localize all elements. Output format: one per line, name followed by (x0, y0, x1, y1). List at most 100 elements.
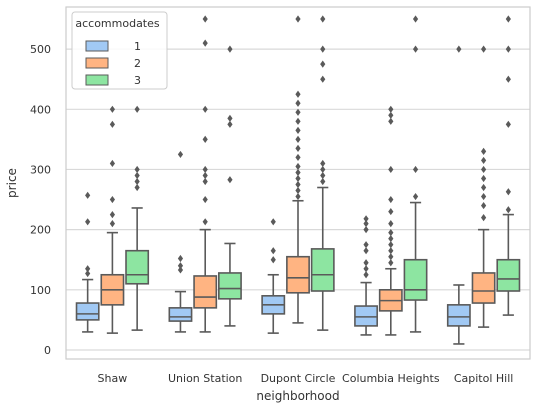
outlier-point (202, 39, 208, 47)
outlier-point (202, 171, 208, 180)
outlier-point (227, 45, 233, 53)
outlier-point (270, 218, 276, 226)
legend-entry-label: 2 (134, 57, 141, 70)
outlier-point (505, 45, 511, 53)
iqr-box (310, 248, 335, 292)
outlier-point (481, 45, 487, 53)
outlier-point (227, 120, 233, 128)
outlier-point (202, 135, 208, 143)
y-tick-label: 0 (44, 344, 51, 357)
y-tick-label: 400 (30, 103, 51, 116)
outlier-point (363, 265, 369, 273)
outlier-point (505, 188, 511, 196)
box (496, 15, 521, 316)
outlier-point (412, 192, 419, 201)
box (261, 218, 286, 334)
outlier-point (295, 117, 301, 125)
outlier-point (388, 105, 394, 113)
x-tick-label: Union Station (168, 372, 242, 385)
outlier-point (295, 168, 301, 177)
outlier-point (481, 192, 487, 201)
outlier-point (177, 262, 184, 270)
outlier-point (481, 156, 487, 165)
y-tick-label: 200 (30, 224, 51, 237)
outlier-point (295, 174, 301, 183)
outlier-point (363, 247, 369, 255)
box (193, 15, 218, 333)
outlier-point (505, 75, 511, 83)
box (471, 45, 496, 328)
series-1 (75, 45, 471, 345)
outlier-point (109, 120, 115, 128)
outlier-point (295, 99, 301, 107)
outlier-point (295, 162, 301, 171)
iqr-box (286, 255, 310, 294)
iqr-box (446, 304, 471, 327)
legend-title: accommodates (75, 17, 160, 30)
outlier-point (202, 218, 208, 226)
iqr-box (75, 302, 100, 321)
outlier-point (85, 265, 91, 273)
x-tick-label: Columbia Heights (342, 372, 440, 385)
y-tick-label: 100 (30, 284, 51, 297)
outlier-point (320, 15, 326, 23)
outlier-point (85, 269, 91, 278)
plot-area (75, 15, 521, 345)
y-tick-labels: 0 100 200 300 400 500 (30, 43, 51, 357)
outlier-point (295, 192, 301, 201)
legend-box (71, 11, 168, 90)
outlier-point (412, 165, 419, 174)
outlier-point (295, 144, 301, 153)
legend: accommodates 1 2 3 (71, 11, 168, 90)
box (310, 15, 335, 331)
plot-frame (65, 6, 531, 360)
y-tick-label: 300 (30, 163, 51, 176)
outlier-point (270, 256, 276, 264)
legend-entry-label: 1 (134, 40, 141, 53)
outlier-point (388, 220, 394, 228)
legend-swatch (85, 57, 109, 69)
outlier-point (295, 15, 301, 23)
outlier-point (134, 177, 140, 186)
iqr-box (471, 272, 496, 304)
outlier-point (202, 195, 208, 204)
legend-swatch (85, 40, 109, 52)
box (286, 15, 310, 324)
outlier-point (363, 241, 369, 249)
outlier-point (388, 117, 394, 125)
outlier-point (363, 226, 369, 234)
outlier-point (85, 218, 91, 226)
y-axis-label: price (5, 168, 19, 198)
box (354, 215, 378, 336)
outlier-point (388, 165, 394, 174)
outlier-point (177, 254, 184, 263)
outlier-point (134, 105, 140, 113)
outlier-point (295, 180, 301, 189)
iqr-box (403, 258, 428, 301)
box (378, 105, 403, 336)
outlier-point (134, 171, 140, 180)
box (403, 15, 428, 333)
outlier-point (388, 259, 394, 267)
outlier-point (320, 60, 326, 68)
outlier-point (481, 147, 487, 156)
outlier-point (295, 126, 301, 134)
outlier-point (227, 176, 233, 184)
outlier-point (295, 108, 301, 116)
outlier-point (109, 195, 115, 204)
iqr-box (168, 307, 193, 322)
series-2 (100, 15, 496, 336)
outlier-point (134, 183, 140, 192)
box (125, 105, 150, 331)
box (218, 45, 242, 327)
outlier-point (320, 45, 326, 53)
outlier-point (481, 213, 487, 222)
x-axis-label: neighborhood (256, 389, 339, 403)
outlier-point (481, 174, 487, 183)
outlier-point (85, 191, 91, 199)
outlier-point (456, 45, 462, 53)
iqr-box (193, 275, 218, 309)
outlier-point (320, 159, 326, 168)
outlier-point (363, 271, 369, 279)
box (75, 191, 100, 333)
